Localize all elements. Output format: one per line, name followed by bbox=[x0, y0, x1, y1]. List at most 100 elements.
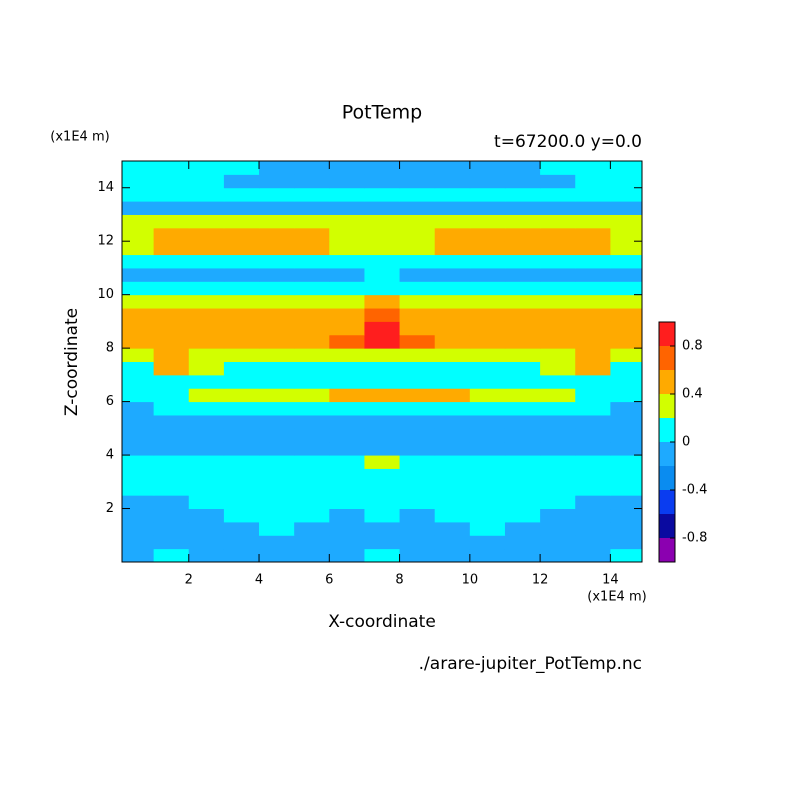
contour-cell bbox=[504, 548, 541, 563]
contour-cell bbox=[504, 241, 541, 256]
contour-cell bbox=[434, 334, 471, 349]
contour-cell bbox=[329, 321, 365, 336]
contour-cell bbox=[469, 187, 506, 202]
contour-cell bbox=[364, 401, 401, 416]
contour-cell bbox=[434, 214, 471, 229]
contour-cell bbox=[504, 187, 541, 202]
contour-cell bbox=[153, 294, 190, 309]
contour-cell bbox=[504, 388, 541, 403]
y-unit: (x1E4 m) bbox=[50, 130, 109, 145]
contour-cell bbox=[122, 187, 155, 202]
contour-cell bbox=[540, 374, 576, 389]
contour-cell bbox=[223, 548, 260, 563]
contour-cell bbox=[223, 174, 260, 189]
contour-cell bbox=[399, 227, 436, 242]
contour-cell bbox=[540, 187, 576, 202]
contour-cell bbox=[122, 254, 155, 269]
contour-cell bbox=[364, 187, 401, 202]
contour-cell bbox=[188, 441, 225, 456]
contour-cell bbox=[399, 334, 436, 349]
contour-cell bbox=[364, 241, 401, 256]
contour-cell bbox=[540, 521, 576, 536]
contour-cell bbox=[122, 214, 155, 229]
contour-cell bbox=[434, 254, 471, 269]
x-tick-label: 6 bbox=[325, 573, 333, 588]
contour-cell bbox=[259, 254, 295, 269]
contour-cell bbox=[153, 241, 190, 256]
contour-cell bbox=[259, 388, 295, 403]
contour-cell bbox=[294, 348, 330, 362]
contour-cell bbox=[153, 281, 190, 296]
contour-cell bbox=[153, 535, 190, 550]
contour-cell bbox=[153, 348, 190, 362]
contour-cell bbox=[294, 294, 330, 309]
contour-cell bbox=[153, 361, 190, 376]
contour-cell bbox=[259, 455, 295, 469]
contour-cell bbox=[364, 455, 401, 469]
contour-cell bbox=[329, 521, 365, 536]
contour-cell bbox=[122, 535, 155, 550]
contour-cell bbox=[434, 187, 471, 202]
contour-cell bbox=[610, 401, 643, 416]
contour-cell bbox=[364, 334, 401, 349]
contour-cell bbox=[122, 308, 155, 322]
contour-cell bbox=[469, 334, 506, 349]
contour-cell bbox=[188, 241, 225, 256]
contour-cell bbox=[259, 214, 295, 229]
contour-cell bbox=[259, 294, 295, 309]
contour-cell bbox=[188, 214, 225, 229]
contour-cell bbox=[575, 254, 611, 269]
contour-cell bbox=[434, 441, 471, 456]
contour-cell bbox=[434, 481, 471, 496]
contour-cell bbox=[399, 281, 436, 296]
contour-cell bbox=[610, 201, 643, 215]
contour-cell bbox=[329, 468, 365, 483]
contour-cell bbox=[434, 308, 471, 322]
contour-cell bbox=[122, 321, 155, 336]
contour-cell bbox=[364, 548, 401, 563]
contour-cell bbox=[122, 401, 155, 416]
contour-cell bbox=[575, 174, 611, 189]
contour-cell bbox=[540, 308, 576, 322]
contour-cell bbox=[575, 334, 611, 349]
contour-cell bbox=[540, 414, 576, 429]
contour-cell bbox=[575, 414, 611, 429]
contour-cell bbox=[259, 495, 295, 510]
contour-cell bbox=[469, 521, 506, 536]
contour-cell bbox=[188, 374, 225, 389]
contour-cell bbox=[329, 214, 365, 229]
contour-cell bbox=[364, 441, 401, 456]
contour-cell bbox=[540, 267, 576, 282]
contour-cell bbox=[610, 468, 643, 483]
contour-cell bbox=[329, 495, 365, 510]
contour-cell bbox=[223, 348, 260, 362]
contour-cell bbox=[153, 187, 190, 202]
contour-cell bbox=[122, 468, 155, 483]
contour-cell bbox=[153, 308, 190, 322]
contour-cell bbox=[540, 214, 576, 229]
contour-cell bbox=[399, 388, 436, 403]
contour-cell bbox=[540, 294, 576, 309]
contour-cell bbox=[575, 321, 611, 336]
contour-cell bbox=[153, 468, 190, 483]
contour-cell bbox=[434, 508, 471, 523]
contour-cell bbox=[223, 468, 260, 483]
contour-cell bbox=[540, 174, 576, 189]
contour-cell bbox=[364, 508, 401, 523]
contour-cell bbox=[504, 227, 541, 242]
contour-cell bbox=[223, 254, 260, 269]
contour-cell bbox=[434, 521, 471, 536]
contour-cell bbox=[294, 414, 330, 429]
contour-cell bbox=[504, 508, 541, 523]
contour-cell bbox=[575, 495, 611, 510]
contour-cell bbox=[259, 267, 295, 282]
contour-cell bbox=[294, 535, 330, 550]
contour-cell bbox=[188, 414, 225, 429]
contour-cell bbox=[329, 161, 365, 175]
contour-cell bbox=[259, 227, 295, 242]
contour-cell bbox=[469, 267, 506, 282]
contour-cell bbox=[122, 294, 155, 309]
source-file: ./arare-jupiter_PotTemp.nc bbox=[419, 654, 642, 674]
contour-cell bbox=[188, 401, 225, 416]
contour-cell bbox=[294, 495, 330, 510]
